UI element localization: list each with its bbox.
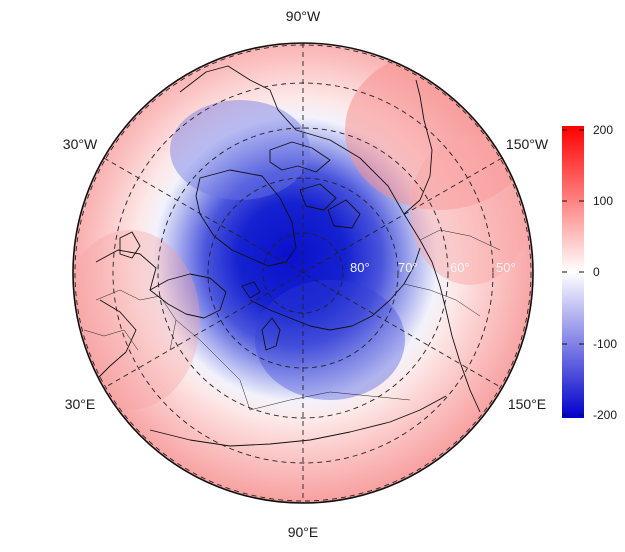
lat-label-70: 70°	[398, 260, 418, 275]
latitude-labels: 80° 70° 60° 50°	[350, 260, 516, 275]
colorbar-ticks	[562, 129, 584, 416]
colorbar-tick-0: 0	[593, 265, 600, 279]
colorbar-tick-minus-200: -200	[593, 408, 617, 422]
colorbar-tick-200: 200	[593, 123, 613, 137]
alaska-coast	[403, 79, 433, 215]
siberia-coast	[249, 247, 421, 331]
lon-label-150e: 150°E	[508, 396, 546, 412]
map-border	[72, 42, 534, 504]
map-disc: 80° 70° 60° 50°	[73, 43, 533, 503]
field-blob-canada-low	[170, 100, 310, 200]
asia-coast	[149, 395, 447, 447]
scandinavia-coast	[149, 273, 227, 319]
lon-label-90e: 90°E	[288, 524, 319, 540]
north-america-coast	[179, 65, 481, 413]
meridians	[103, 43, 503, 503]
latitude-circle-60	[157, 127, 449, 419]
colorbar-tick-minus-100: -100	[593, 337, 617, 351]
colorbar: 200 100 0 -100 -200	[562, 123, 617, 422]
lon-label-30w: 30°W	[63, 136, 98, 152]
country-borders	[83, 229, 501, 411]
coastlines	[83, 65, 481, 447]
field-blob-europe-high	[73, 230, 200, 410]
lat-label-50: 50°	[496, 260, 516, 275]
uk-coast	[119, 231, 141, 259]
lat-label-60: 60°	[450, 260, 470, 275]
field-blob-siberia-low	[255, 280, 405, 400]
colorbar-gradient	[562, 126, 584, 418]
lon-label-30e: 30°E	[65, 396, 96, 412]
colorbar-tick-100: 100	[593, 194, 613, 208]
lon-label-150w: 150°W	[506, 136, 549, 152]
lon-label-90w: 90°W	[286, 8, 321, 24]
novaya-zemlya-coast	[261, 317, 281, 351]
svalbard-coast	[241, 281, 261, 299]
latitude-circle-80	[262, 232, 344, 314]
lat-label-80: 80°	[350, 260, 370, 275]
canadian-archipelago	[269, 141, 361, 229]
meridian-150w-30e	[103, 157, 503, 389]
field-blob-alaska-high	[410, 135, 530, 285]
longitude-labels: 90°W 30°W 150°W 30°E 150°E 90°E	[63, 8, 549, 540]
greenland-coast	[195, 169, 297, 267]
